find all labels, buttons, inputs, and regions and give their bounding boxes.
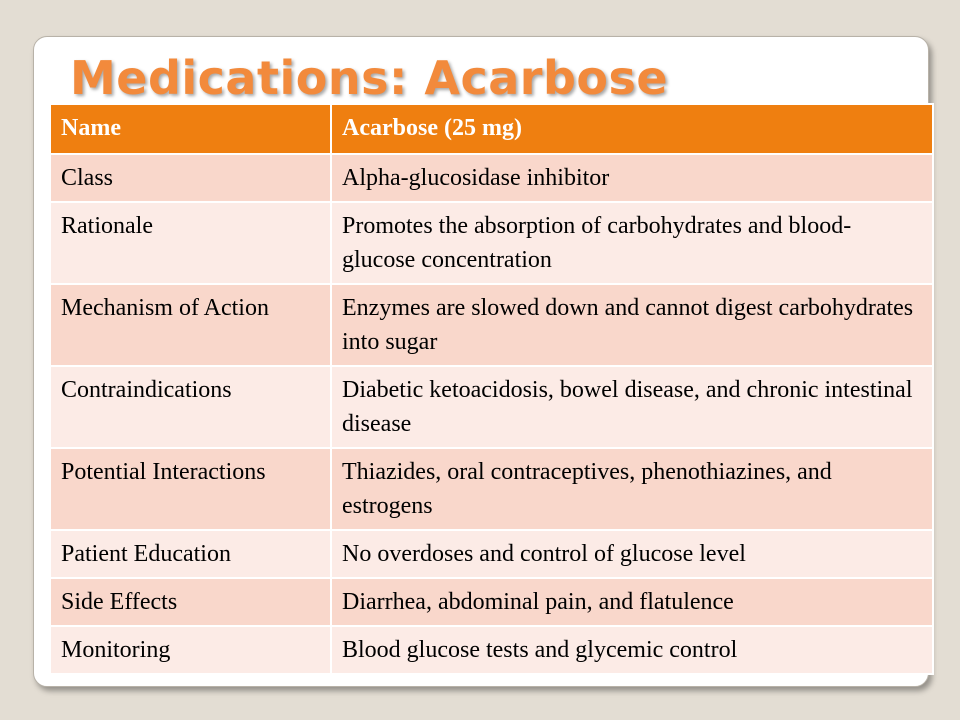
table-row: Contraindications Diabetic ketoacidosis, … — [49, 365, 934, 449]
header-cell: Name — [49, 103, 332, 155]
table-row: Potential Interactions Thiazides, oral co… — [49, 447, 934, 531]
medication-table: Name Acarbose (25 mg) Class Alpha-glucosi… — [49, 103, 934, 675]
table-row: Mechanism of Action Enzymes are slowed do… — [49, 283, 934, 367]
row-label: Patient Education — [49, 529, 332, 579]
row-value: Diarrhea, abdominal pain, and flatulence — [330, 577, 934, 627]
row-label: Potential Interactions — [49, 447, 332, 531]
header-cell: Acarbose (25 mg) — [330, 103, 934, 155]
row-value: Diabetic ketoacidosis, bowel disease, an… — [330, 365, 934, 449]
table-row: Monitoring Blood glucose tests and glycem… — [49, 625, 934, 675]
table-row: Rationale Promotes the absorption of carb… — [49, 201, 934, 285]
row-label: Contraindications — [49, 365, 332, 449]
row-value: Thiazides, oral contraceptives, phenothi… — [330, 447, 934, 531]
table-row: Class Alpha-glucosidase inhibitor — [49, 153, 934, 203]
slide-title: Medications: Acarbose — [70, 51, 669, 105]
row-label: Class — [49, 153, 332, 203]
row-label: Mechanism of Action — [49, 283, 332, 367]
table-row: Patient Education No overdoses and contro… — [49, 529, 934, 579]
row-value: Blood glucose tests and glycemic control — [330, 625, 934, 675]
row-value: Enzymes are slowed down and cannot diges… — [330, 283, 934, 367]
row-value: Promotes the absorption of carbohydrates… — [330, 201, 934, 285]
row-value: No overdoses and control of glucose leve… — [330, 529, 934, 579]
row-label: Side Effects — [49, 577, 332, 627]
row-value: Alpha-glucosidase inhibitor — [330, 153, 934, 203]
table-header-row: Name Acarbose (25 mg) — [49, 103, 934, 155]
row-label: Rationale — [49, 201, 332, 285]
table-row: Side Effects Diarrhea, abdominal pain, an… — [49, 577, 934, 627]
row-label: Monitoring — [49, 625, 332, 675]
